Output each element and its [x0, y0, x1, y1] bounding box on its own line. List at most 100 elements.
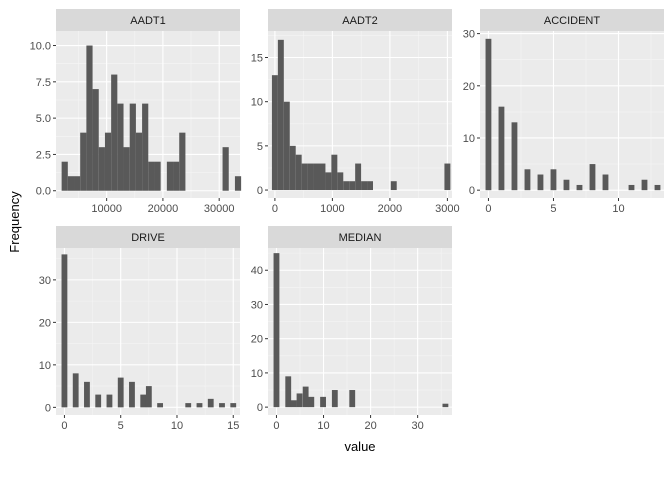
- histogram-bar: [654, 184, 661, 191]
- x-tick-label: 10: [171, 420, 183, 432]
- histogram-bar: [283, 101, 290, 191]
- histogram-bar: [337, 172, 344, 191]
- histogram-bar: [331, 390, 338, 408]
- histogram-bar: [117, 377, 124, 408]
- y-axis-title: Frequency: [7, 191, 22, 253]
- histogram-bar: [589, 164, 596, 191]
- histogram-bar: [390, 181, 397, 191]
- histogram-bar: [271, 75, 278, 191]
- histogram-bar: [602, 174, 609, 191]
- y-tick-label: 30: [463, 29, 475, 41]
- y-tick-label: 20: [39, 317, 51, 329]
- facet-strip: [268, 9, 452, 31]
- histogram-bar: [230, 403, 237, 408]
- facet-strip-title: ACCIDENT: [544, 15, 601, 27]
- facet-strip-title: DRIVE: [131, 232, 165, 244]
- x-tick-label: 5: [118, 420, 124, 432]
- histogram-bar: [285, 376, 292, 408]
- histogram-bar: [319, 163, 326, 191]
- y-tick-label: 10.0: [30, 41, 51, 53]
- histogram-bar: [320, 396, 326, 408]
- histogram-bar: [296, 393, 303, 408]
- histogram-bar: [166, 161, 174, 191]
- histogram-bar: [485, 38, 492, 191]
- histogram-bar: [129, 381, 135, 408]
- y-tick-label: 30: [251, 299, 263, 311]
- x-tick-label: 10: [317, 420, 329, 432]
- histogram-bar: [207, 398, 214, 408]
- histogram-bar: [367, 181, 374, 191]
- panel-background: [268, 248, 452, 415]
- x-tick-label: 0: [273, 420, 279, 432]
- x-tick-label: 30000: [204, 203, 235, 215]
- histogram-bar: [290, 400, 297, 408]
- y-tick-label: 5.0: [36, 113, 51, 125]
- histogram-bar: [157, 403, 164, 408]
- histogram-bar: [92, 89, 99, 191]
- facet-panel-median: MEDIAN 0 10 20 30 0 10 20 30 40: [251, 226, 452, 432]
- histogram-bar: [295, 154, 302, 191]
- y-tick-label: 30: [39, 275, 51, 287]
- facet-strip: [56, 226, 240, 248]
- histogram-bar: [74, 176, 81, 191]
- histogram-bar: [196, 403, 203, 408]
- histogram-bar: [154, 161, 161, 191]
- y-tick-label: 20: [463, 81, 475, 93]
- y-tick-label: 40: [251, 265, 263, 277]
- histogram-bar: [444, 163, 451, 191]
- facet-panel-accident: ACCIDENT 0 5 10 0 10 20 30: [463, 9, 664, 215]
- histogram-bar: [173, 161, 180, 191]
- y-tick-label: 0: [45, 402, 51, 414]
- y-tick-label: 10: [463, 133, 475, 145]
- histogram-bar: [313, 163, 320, 191]
- y-tick-label: 7.5: [36, 77, 51, 89]
- x-tick-label: 5: [550, 203, 556, 215]
- histogram-bar: [343, 181, 350, 191]
- x-tick-label: 30: [412, 420, 424, 432]
- x-tick-label: 3000: [435, 203, 459, 215]
- histogram-bar: [111, 74, 118, 191]
- histogram-bar: [72, 373, 79, 408]
- y-tick-label: 5: [257, 141, 263, 153]
- histogram-bar: [123, 147, 130, 191]
- histogram-bar: [302, 386, 309, 408]
- histogram-bar: [511, 122, 518, 191]
- histogram-bar: [222, 147, 229, 191]
- histogram-bar: [641, 179, 648, 191]
- x-tick-label: 20000: [148, 203, 179, 215]
- facet-strip-title: AADT2: [342, 15, 377, 27]
- histogram-bar: [142, 103, 149, 191]
- histogram-bar: [524, 169, 531, 191]
- histogram-bar: [106, 394, 113, 408]
- y-tick-label: 0: [257, 402, 263, 414]
- histogram-bar: [117, 103, 124, 191]
- x-tick-label: 20: [364, 420, 376, 432]
- histogram-bar: [576, 184, 583, 191]
- histogram-bar: [95, 394, 102, 408]
- histogram-bar: [104, 132, 112, 191]
- histogram-bar: [277, 39, 284, 191]
- histogram-bar: [563, 179, 570, 191]
- facet-panel-drive: DRIVE 0 5 10 15 0 10 20 30: [39, 226, 240, 432]
- facet-panel-aadt1: AADT1 10000 20000 30000 0.0 2.5 5.0 7.5 10.0: [30, 9, 242, 215]
- facet-strip-title: AADT1: [130, 15, 165, 27]
- x-tick-label: 10: [612, 203, 624, 215]
- histogram-bar: [289, 145, 296, 191]
- y-tick-label: 10: [39, 360, 51, 372]
- histogram-bar: [550, 169, 557, 191]
- histogram-bar: [185, 403, 192, 408]
- histogram-bar: [80, 132, 87, 191]
- y-tick-label: 20: [251, 334, 263, 346]
- histogram-bar: [234, 176, 242, 191]
- histogram-bar: [86, 45, 93, 191]
- histogram-bar: [98, 147, 105, 191]
- histogram-bar: [361, 181, 368, 191]
- y-tick-label: 15: [251, 53, 263, 65]
- x-tick-label: 1000: [320, 203, 344, 215]
- x-tick-label: 10000: [91, 203, 122, 215]
- histogram-bar: [67, 176, 75, 191]
- facet-strip: [268, 226, 452, 248]
- histogram-bar: [148, 161, 155, 191]
